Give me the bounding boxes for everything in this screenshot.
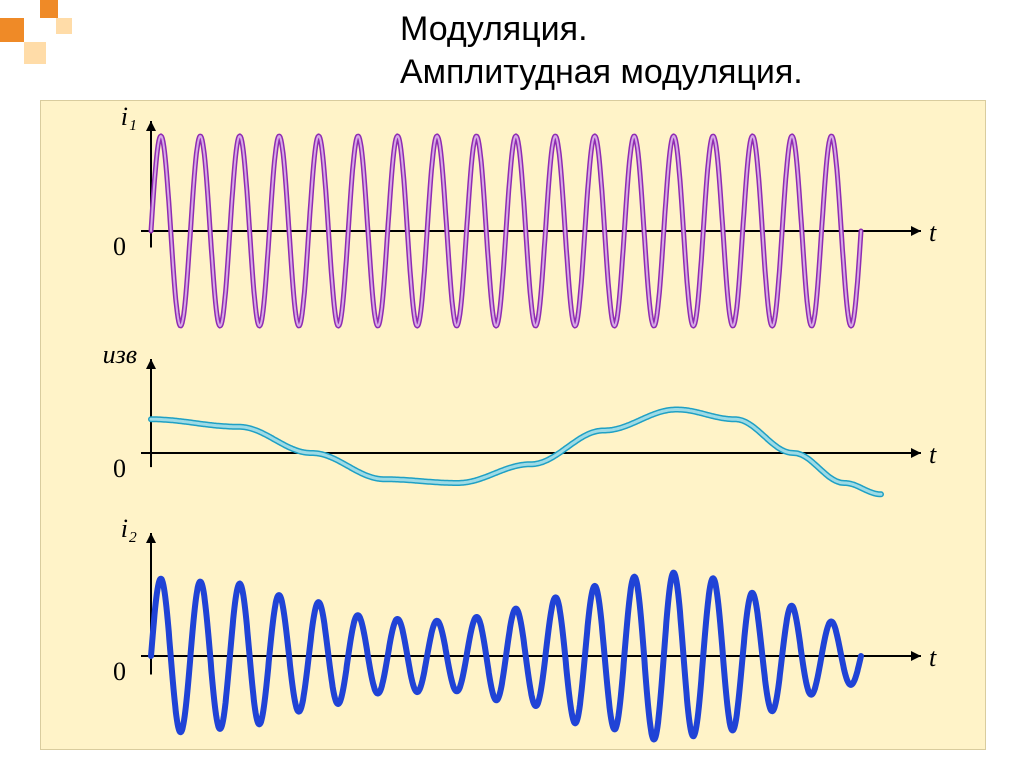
svg-text:0: 0 [113,657,126,686]
slide-title: Модуляция. Амплитудная модуляция. [400,8,803,93]
svg-text:t: t [929,218,937,247]
title-line-2: Амплитудная модуляция. [400,51,803,94]
svg-text:i₁: i₁ [121,102,137,131]
title-line-1: Модуляция. [400,8,803,51]
svg-text:uзв: uзв [103,340,137,369]
svg-text:t: t [929,643,937,672]
corner-decoration [0,0,90,70]
svg-text:0: 0 [113,454,126,483]
svg-text:i₂: i₂ [121,514,137,543]
modulation-diagram: 0 t i₁ 0 t uзв 0 t i₂ [41,101,985,749]
svg-text:t: t [929,440,937,469]
chart-panel: 0 t i₁ 0 t uзв 0 t i₂ [40,100,986,750]
svg-text:0: 0 [113,232,126,261]
